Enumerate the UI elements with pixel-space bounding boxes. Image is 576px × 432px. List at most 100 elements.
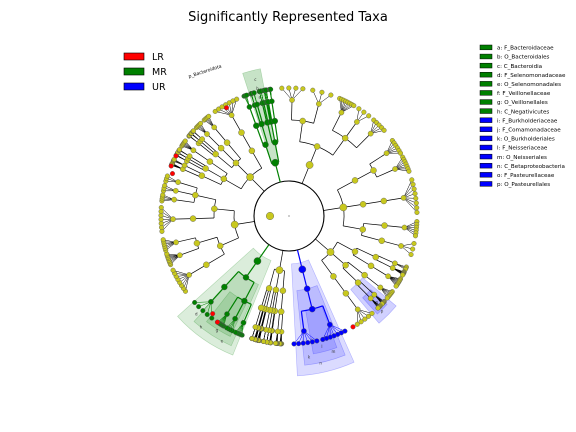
taxon-node [359, 226, 366, 233]
taxon-node [211, 124, 217, 131]
taxon-node [254, 101, 260, 108]
clade-key-label: p: O_Pasteurellales [497, 182, 550, 188]
taxon-node [186, 153, 193, 160]
taxon-node [192, 191, 199, 199]
taxon-node [190, 128, 196, 134]
taxon-node [273, 340, 279, 346]
clade-key-swatch [479, 181, 493, 187]
clade-key-legend: a: F_Bacteroidaceae b: O_Bacteroidales c: … [479, 44, 566, 188]
taxon-node [351, 177, 359, 184]
taxon-node [365, 313, 371, 319]
taxon-node [199, 136, 205, 142]
taxon-node [298, 265, 307, 274]
clade-key-swatch [479, 108, 493, 114]
figure-title: Significantly Represented Taxa [188, 10, 388, 25]
taxon-node [173, 153, 179, 159]
taxon-node [367, 130, 374, 137]
taxon-node [238, 129, 245, 136]
taxon-node [381, 222, 388, 229]
taxon-node [246, 173, 254, 181]
taxon-node [410, 246, 416, 252]
taxon-node [327, 321, 333, 328]
taxon-node [342, 262, 349, 269]
taxon-node [266, 211, 275, 220]
taxon-node [274, 328, 281, 335]
taxon-node [303, 285, 311, 292]
taxon-node [211, 205, 218, 213]
root-dot [288, 215, 290, 217]
taxon-node [354, 321, 360, 327]
taxon-node [351, 103, 357, 109]
taxon-node [190, 147, 197, 154]
taxon-node [212, 150, 219, 158]
legend-swatch-lr [123, 52, 145, 61]
clade-letter: c [254, 77, 256, 82]
clade-key-label: n: C_Betaproteobacteria [497, 164, 565, 170]
clade-key-label: i: F_Burkholderiaceae [497, 118, 558, 124]
clade-key-label: j: F_Comamonadaceae [496, 128, 561, 134]
taxon-node [301, 328, 307, 334]
taxon-node [279, 287, 287, 294]
group-legend: LR MR UR [123, 52, 167, 93]
taxon-node [289, 97, 295, 103]
taxon-node [361, 109, 367, 115]
taxon-node [279, 85, 285, 91]
taxon-node [220, 175, 228, 183]
taxon-node [339, 203, 348, 212]
taxon-node [354, 119, 360, 125]
taxon-node [384, 295, 390, 301]
clade-key-label: l: F_Neisseriaceae [497, 146, 548, 152]
taxon-node [182, 138, 188, 144]
taxon-node [223, 105, 229, 111]
taxon-node [177, 147, 183, 153]
taxon-node [370, 167, 377, 174]
taxon-node [232, 315, 238, 322]
clade-letter: h [200, 325, 203, 330]
taxon-node [171, 196, 177, 203]
taxon-node [411, 241, 417, 247]
taxon-node [296, 341, 302, 347]
clade-letter: l [321, 344, 322, 349]
taxon-node [181, 162, 188, 169]
taxon-node [223, 139, 231, 146]
taxon-node [200, 308, 206, 314]
taxon-node [221, 283, 228, 291]
taxon-node [351, 248, 359, 255]
taxon-node [246, 104, 253, 110]
clade-letter: p [381, 308, 384, 313]
taxon-node [341, 134, 349, 142]
clade-key-swatch [479, 72, 493, 78]
clade-key-swatch [479, 90, 493, 96]
taxon-node [224, 311, 230, 317]
taxon-node [212, 108, 218, 114]
legend-label-ur: UR [152, 82, 166, 93]
legend-label-mr: MR [152, 67, 167, 78]
clade-key-label: h: C_Negativicutes [497, 109, 549, 115]
taxon-node [328, 92, 334, 98]
taxon-node [271, 139, 279, 146]
clade-key-label: d: F_Selenomonadaceae [497, 73, 566, 79]
clade-key-swatch [479, 44, 493, 51]
legend-swatch-mr [123, 67, 145, 76]
taxon-node [413, 195, 419, 201]
taxon-node [232, 159, 240, 167]
taxon-node [367, 295, 374, 302]
taxon-node [286, 85, 292, 91]
clade-key-label: m: O_Neisseriales [497, 155, 547, 161]
taxon-node [412, 191, 418, 197]
taxon-node [204, 311, 210, 317]
taxon-node [400, 272, 406, 278]
clade-key-swatch [479, 135, 493, 142]
taxon-node [310, 87, 316, 93]
taxon-node [330, 273, 337, 280]
taxon-node [293, 85, 299, 91]
clade-letter: a [259, 95, 262, 100]
taxon-node [217, 144, 225, 152]
taxon-node [160, 237, 166, 243]
taxon-node [251, 90, 257, 96]
taxon-node [389, 265, 396, 271]
taxon-node [383, 150, 390, 157]
clade-key-swatch [479, 153, 493, 160]
taxon-node [208, 298, 214, 305]
taxon-node [381, 127, 387, 133]
